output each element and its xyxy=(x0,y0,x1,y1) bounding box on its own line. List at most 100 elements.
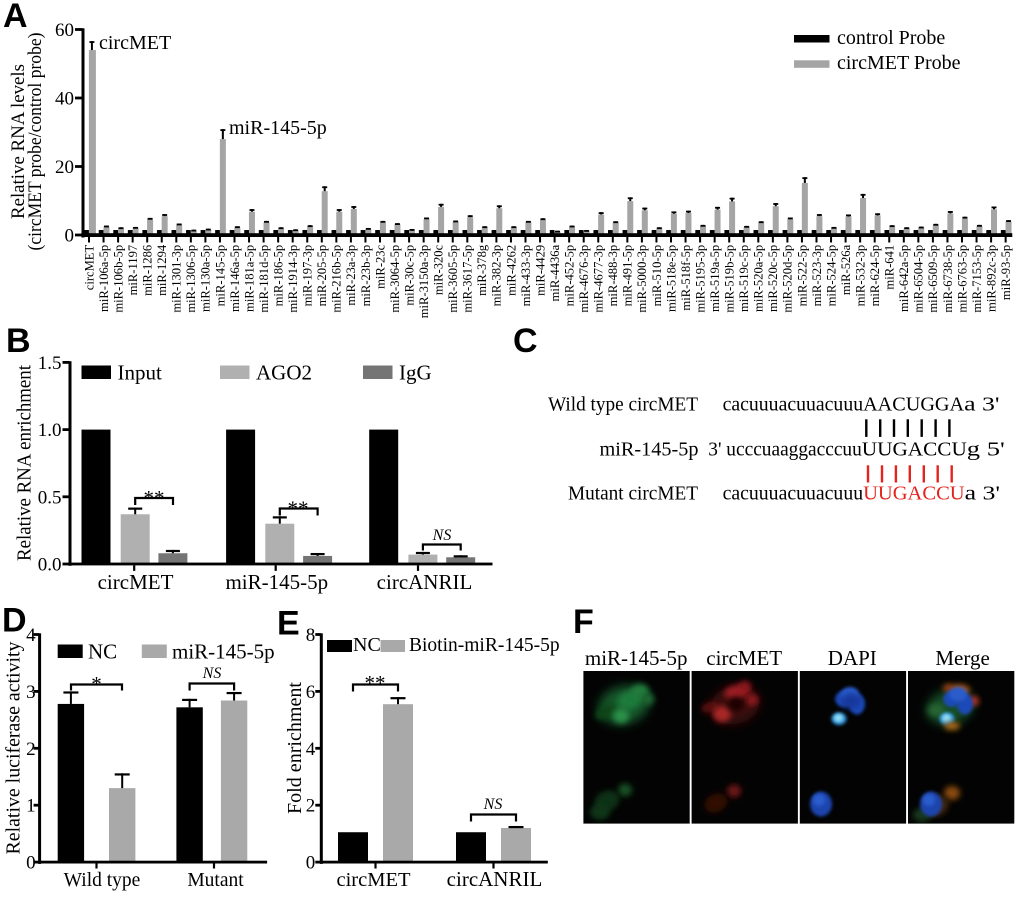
svg-text:NC: NC xyxy=(353,634,381,656)
svg-text:miR-4436a: miR-4436a xyxy=(548,244,562,301)
svg-text:60: 60 xyxy=(55,20,74,41)
svg-text:miR-3617-5p: miR-3617-5p xyxy=(461,245,475,313)
svg-text:NS: NS xyxy=(483,796,503,813)
svg-text:miR-130a-5p: miR-130a-5p xyxy=(199,245,213,312)
svg-text:20: 20 xyxy=(55,157,74,178)
svg-text:0.5: 0.5 xyxy=(38,487,62,508)
svg-text:miR-4676-3p: miR-4676-3p xyxy=(577,245,591,313)
svg-text:circMET: circMET xyxy=(337,869,411,891)
svg-text:Input: Input xyxy=(118,361,162,385)
svg-text:miR-23a-3p: miR-23a-3p xyxy=(344,245,358,306)
svg-text:miR-23c: miR-23c xyxy=(373,244,387,288)
svg-text:Fold enrichment: Fold enrichment xyxy=(285,681,306,814)
svg-text:2: 2 xyxy=(306,796,316,817)
svg-text:miR-6504-5p: miR-6504-5p xyxy=(912,245,926,313)
svg-text:Relative luciferase activity: Relative luciferase activity xyxy=(4,641,25,854)
svg-text:circMET: circMET xyxy=(98,570,174,594)
svg-text:miR-641: miR-641 xyxy=(883,245,897,290)
svg-text:miR-4677-3p: miR-4677-3p xyxy=(592,245,606,313)
svg-text:miR-181a-5p: miR-181a-5p xyxy=(242,245,256,312)
svg-text:control Probe: control Probe xyxy=(837,27,945,49)
svg-text:Biotin-miR-145-5p: Biotin-miR-145-5p xyxy=(409,635,560,656)
svg-text:miR-106a-5p: miR-106a-5p xyxy=(97,245,111,312)
svg-text:miR-197-3p: miR-197-3p xyxy=(301,245,315,307)
svg-text:miR-433-3p: miR-433-3p xyxy=(519,245,533,307)
svg-text:miR-523-3p: miR-523-3p xyxy=(810,245,824,307)
svg-text:miR-488-3p: miR-488-3p xyxy=(606,245,620,307)
svg-text:8: 8 xyxy=(306,625,316,646)
svg-text:miR-145-5p: miR-145-5p xyxy=(172,640,275,664)
svg-text:circMET: circMET xyxy=(82,245,96,291)
svg-text:cacuuuacuuacuuuAACUGGAa 3': cacuuuacuuacuuuAACUGGAa 3' xyxy=(723,395,1000,416)
svg-text:3' ucccuaaggacccuuUUGACCUg 5': 3' ucccuaaggacccuuUUGACCUg 5' xyxy=(708,440,1005,461)
svg-text:6: 6 xyxy=(306,682,316,703)
svg-text:B: B xyxy=(6,322,31,360)
svg-text:miR-378g: miR-378g xyxy=(475,244,489,296)
svg-text:NS: NS xyxy=(432,527,452,544)
svg-text:4: 4 xyxy=(26,625,36,646)
svg-text:miR-6738-5p: miR-6738-5p xyxy=(941,245,955,313)
svg-text:miR-642a-5p: miR-642a-5p xyxy=(897,245,911,312)
svg-text:miR-382-3p: miR-382-3p xyxy=(490,245,504,307)
svg-text:NS: NS xyxy=(202,665,222,682)
svg-text:miR-5195-3p: miR-5195-3p xyxy=(693,245,707,313)
svg-text:1: 1 xyxy=(26,796,36,817)
svg-text:miR-146a-5p: miR-146a-5p xyxy=(228,245,242,312)
svg-text:miR-7153-5p: miR-7153-5p xyxy=(970,245,984,313)
svg-text:(circMET probe/control probe): (circMET probe/control probe) xyxy=(25,33,46,251)
svg-text:miR-892c-3p: miR-892c-3p xyxy=(984,245,998,312)
svg-text:F: F xyxy=(573,603,594,641)
svg-text:miR-1197: miR-1197 xyxy=(126,245,140,296)
svg-text:NC: NC xyxy=(88,640,117,664)
svg-text:1.5: 1.5 xyxy=(38,353,62,374)
svg-text:miR-1286: miR-1286 xyxy=(141,245,155,296)
svg-text:miR-624-5p: miR-624-5p xyxy=(868,245,882,307)
svg-text:D: D xyxy=(2,602,27,640)
svg-text:miR-320c: miR-320c xyxy=(432,244,446,295)
svg-text:**: ** xyxy=(144,486,165,510)
svg-text:miR-205-5p: miR-205-5p xyxy=(315,245,329,307)
svg-text:miR-5000-3p: miR-5000-3p xyxy=(635,245,649,313)
svg-text:miR-3064-5p: miR-3064-5p xyxy=(388,245,402,313)
svg-text:0: 0 xyxy=(306,853,316,874)
svg-text:miR-452-5p: miR-452-5p xyxy=(562,245,576,307)
svg-text:miR-1914-3p: miR-1914-3p xyxy=(286,245,300,313)
svg-text:Mutant circMET: Mutant circMET xyxy=(568,484,698,505)
svg-text:Merge: Merge xyxy=(935,646,989,670)
svg-text:circMET: circMET xyxy=(99,32,171,54)
svg-text:2: 2 xyxy=(26,739,36,760)
svg-text:Wild type: Wild type xyxy=(64,870,141,891)
svg-text:miR-491-5p: miR-491-5p xyxy=(621,245,635,307)
svg-text:miR-522-5p: miR-522-5p xyxy=(795,245,809,307)
svg-text:circANRIL: circANRIL xyxy=(377,570,473,594)
svg-text:miR-519a-5p: miR-519a-5p xyxy=(708,245,722,312)
svg-text:*: * xyxy=(91,672,102,696)
svg-text:miR-3150a-3p: miR-3150a-3p xyxy=(417,245,431,318)
svg-text:miR-4429: miR-4429 xyxy=(533,245,547,296)
svg-text:DAPI: DAPI xyxy=(828,646,877,670)
svg-text:Mutant: Mutant xyxy=(187,870,244,891)
svg-text:**: ** xyxy=(288,497,309,521)
svg-text:0: 0 xyxy=(65,226,75,247)
svg-text:Relative RNA enrichment: Relative RNA enrichment xyxy=(15,364,36,561)
svg-text:miR-519b-5p: miR-519b-5p xyxy=(723,245,737,313)
svg-text:miR-106b-5p: miR-106b-5p xyxy=(111,245,125,313)
svg-text:miR-3605-5p: miR-3605-5p xyxy=(446,245,460,313)
svg-text:40: 40 xyxy=(55,89,74,110)
svg-text:Relative RNA levels: Relative RNA levels xyxy=(8,64,29,219)
svg-text:miR-510-5p: miR-510-5p xyxy=(650,245,664,307)
svg-text:C: C xyxy=(513,322,538,360)
svg-text:miR-518f-5p: miR-518f-5p xyxy=(679,245,693,311)
svg-text:1.0: 1.0 xyxy=(38,420,62,441)
svg-text:IgG: IgG xyxy=(399,361,432,385)
svg-text:miR-145-5p: miR-145-5p xyxy=(585,646,688,670)
svg-text:0.0: 0.0 xyxy=(38,555,62,576)
svg-text:3: 3 xyxy=(26,682,36,703)
svg-text:miR-1294: miR-1294 xyxy=(155,244,169,296)
svg-text:miR-23b-3p: miR-23b-3p xyxy=(359,245,373,307)
svg-text:miR-520c-5p: miR-520c-5p xyxy=(766,245,780,312)
svg-text:miR-4262: miR-4262 xyxy=(504,245,518,296)
svg-text:miR-145-5p: miR-145-5p xyxy=(213,245,227,307)
svg-text:AGO2: AGO2 xyxy=(256,361,312,385)
svg-text:miR-30c-5p: miR-30c-5p xyxy=(402,245,416,306)
